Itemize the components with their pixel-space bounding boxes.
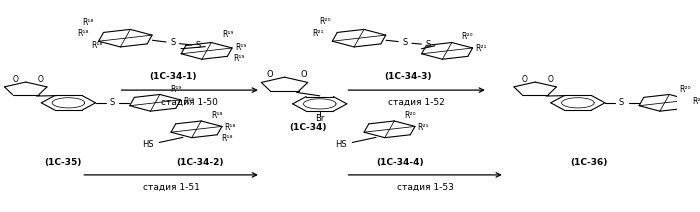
Text: стадия 1-52: стадия 1-52 [389, 98, 445, 107]
Text: S: S [619, 98, 624, 107]
Text: R¹⁸: R¹⁸ [211, 111, 223, 120]
Text: HS: HS [335, 140, 346, 149]
Text: R²⁰: R²⁰ [461, 32, 473, 40]
Text: O: O [13, 75, 18, 84]
Text: R¹⁹: R¹⁹ [234, 43, 246, 52]
Text: стадия 1-51: стадия 1-51 [143, 183, 199, 192]
Text: (1С-34-4): (1С-34-4) [376, 158, 424, 167]
Text: S: S [402, 38, 407, 47]
Text: R²¹: R²¹ [313, 29, 324, 38]
Text: O: O [38, 75, 43, 84]
Text: R¹⁹: R¹⁹ [170, 85, 181, 93]
Text: R²⁰: R²⁰ [319, 17, 331, 26]
Text: R¹⁸: R¹⁸ [91, 41, 103, 50]
Text: (1С-34-1): (1С-34-1) [149, 72, 197, 81]
Text: (1С-34): (1С-34) [290, 123, 327, 132]
Text: R²⁰: R²⁰ [679, 85, 691, 93]
Text: HS: HS [142, 140, 153, 149]
Text: O: O [300, 70, 307, 79]
Text: R²¹: R²¹ [475, 44, 486, 53]
Text: R¹⁹: R¹⁹ [183, 97, 195, 106]
Text: (1С-34-2): (1С-34-2) [176, 158, 223, 167]
Text: стадия 1-53: стадия 1-53 [397, 183, 454, 192]
Text: стадия 1-50: стадия 1-50 [161, 98, 218, 107]
Text: R²⁰: R²⁰ [404, 111, 416, 120]
Text: Br: Br [315, 114, 324, 123]
Text: S: S [196, 41, 201, 50]
Text: R¹⁸: R¹⁸ [221, 134, 232, 143]
Text: O: O [522, 75, 528, 84]
Text: R²¹: R²¹ [693, 97, 700, 106]
Text: (1С-35): (1С-35) [44, 158, 82, 167]
Text: R¹⁸: R¹⁸ [83, 18, 94, 27]
Text: R¹⁸: R¹⁸ [225, 123, 236, 132]
Text: O: O [266, 70, 273, 79]
Text: O: O [547, 75, 553, 84]
Text: R²¹: R²¹ [418, 123, 429, 132]
Text: (1С-34-3): (1С-34-3) [384, 72, 432, 81]
Text: S: S [109, 98, 114, 107]
Text: R¹⁹: R¹⁹ [223, 31, 234, 39]
Text: (1С-36): (1С-36) [570, 158, 608, 167]
Text: R¹⁹: R¹⁹ [233, 54, 245, 63]
Text: R¹⁸: R¹⁸ [78, 29, 89, 38]
Text: S: S [426, 40, 430, 49]
Text: S: S [170, 38, 176, 47]
